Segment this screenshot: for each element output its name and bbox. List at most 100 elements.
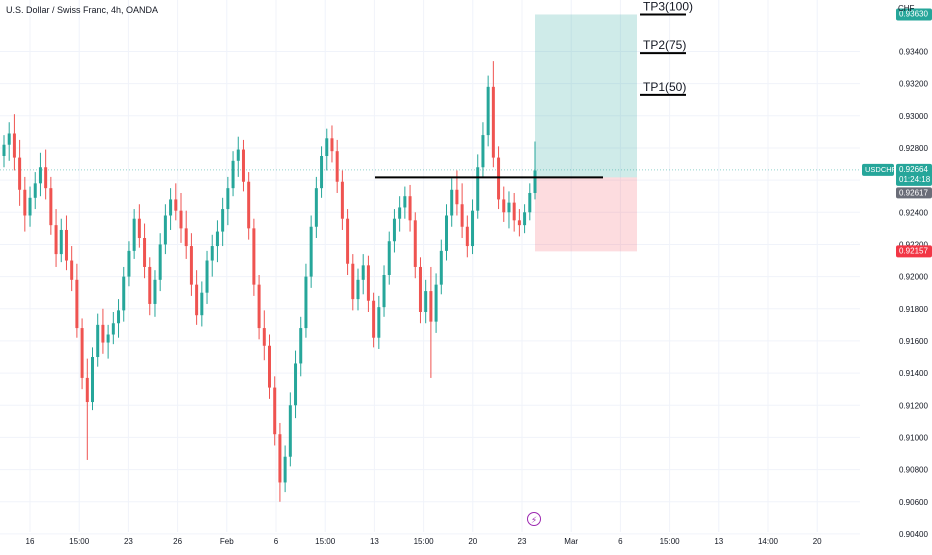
candle-body xyxy=(288,405,292,457)
candle-body xyxy=(392,218,396,242)
entry-price-tag-bg xyxy=(896,187,932,199)
grid-lines xyxy=(0,0,860,535)
time-tick-label: 6 xyxy=(618,537,623,546)
price-tick-label: 0.91200 xyxy=(899,401,928,410)
candle-body xyxy=(299,328,303,364)
candle-body xyxy=(7,133,11,145)
candle-body xyxy=(75,279,79,329)
time-tick-label: 20 xyxy=(468,537,477,546)
candle-body xyxy=(304,276,308,329)
stop-zone xyxy=(535,177,637,252)
candle-body xyxy=(491,86,495,158)
time-tick-label: 13 xyxy=(370,537,379,546)
currency-label: CHF xyxy=(898,4,915,13)
time-axis[interactable]: 16 15:00 23 26 Feb 6 15:00 13 15:00 20 23 Mar 6 15:00… xyxy=(26,537,823,546)
candle-body xyxy=(132,218,136,251)
tp-price-tag-bg xyxy=(896,8,932,21)
candle-body xyxy=(273,387,277,435)
candle-body xyxy=(424,291,428,312)
tp-annotations[interactable]: TP3(100) TP2(75) TP1(50) xyxy=(640,0,693,96)
candle-body xyxy=(101,324,105,343)
price-tick-label: 0.93200 xyxy=(899,80,928,89)
stop-price-tag-bg xyxy=(896,245,932,258)
candle-body xyxy=(85,377,89,403)
candle-body xyxy=(38,167,42,184)
time-tick-label: 6 xyxy=(274,537,279,546)
candle-body xyxy=(169,199,173,216)
candle-body xyxy=(252,228,256,285)
candle-body xyxy=(18,157,22,190)
lightning-icon[interactable]: ⚡ xyxy=(527,512,541,526)
candle-body xyxy=(528,192,532,213)
time-tick-label: 15:00 xyxy=(315,537,336,546)
candle-body xyxy=(257,284,261,329)
price-tick-label: 0.90600 xyxy=(899,498,928,507)
symbol-tag: USDCHF xyxy=(865,165,897,174)
candle-body xyxy=(377,307,381,338)
price-tick-label: 0.92800 xyxy=(899,144,928,153)
candle-body xyxy=(54,225,58,255)
time-tick-label: 15:00 xyxy=(69,537,90,546)
candle-body xyxy=(137,218,141,239)
entry-price-tag: 0.92617 xyxy=(899,188,928,197)
candle-body xyxy=(106,334,110,343)
candle-body xyxy=(200,292,204,316)
price-tick-label: 0.90800 xyxy=(899,466,928,475)
price-axis[interactable]: 0.934000.932000.930000.928000.926000.924… xyxy=(899,47,928,538)
candles xyxy=(2,61,537,502)
candle-body xyxy=(356,279,360,300)
candle-body xyxy=(502,199,506,213)
time-tick-label: 16 xyxy=(26,537,35,546)
candle-body xyxy=(325,138,329,156)
candle-body xyxy=(455,189,459,205)
countdown-tag: 01:24:18 xyxy=(899,175,931,184)
candle-body xyxy=(122,276,126,311)
candle-body xyxy=(111,323,115,335)
candle-body xyxy=(174,199,178,211)
candle-body xyxy=(23,189,27,216)
candle-body xyxy=(403,196,407,208)
candle-body xyxy=(294,363,298,406)
candle-body xyxy=(179,210,183,229)
candle-body xyxy=(481,135,485,168)
price-tick-label: 0.92400 xyxy=(899,208,928,217)
candle-body xyxy=(309,226,313,277)
time-tick-label: 23 xyxy=(124,537,133,546)
candle-body xyxy=(247,181,251,229)
candle-body xyxy=(226,188,230,210)
target-zone xyxy=(535,14,637,178)
price-tick-label: 0.93400 xyxy=(899,47,928,56)
chart-title: U.S. Dollar / Swiss Franc, 4h, OANDA xyxy=(6,5,159,15)
candle-body xyxy=(351,263,355,300)
candle-body xyxy=(117,310,121,324)
time-tick-label: 15:00 xyxy=(660,537,681,546)
candle-body xyxy=(268,345,271,388)
candle-body xyxy=(460,204,464,227)
tp-label: TP3(100) xyxy=(643,0,693,13)
candle-body xyxy=(382,275,386,308)
time-tick-label: 23 xyxy=(518,537,527,546)
stop-price-tag: 0.92157 xyxy=(899,246,928,255)
candle-body xyxy=(127,250,131,277)
candle-body xyxy=(241,149,245,182)
candle-body xyxy=(320,155,324,189)
candle-body xyxy=(434,284,438,322)
candle-body xyxy=(189,246,193,285)
candle-body xyxy=(517,220,521,226)
candle-body xyxy=(512,202,516,221)
candle-body xyxy=(163,215,167,245)
time-tick-label: 13 xyxy=(714,537,723,546)
candle-body xyxy=(143,238,147,267)
candle-body xyxy=(418,266,422,312)
candle-body xyxy=(49,188,53,226)
candle-body xyxy=(148,266,152,304)
candle-body xyxy=(184,228,188,247)
candle-body xyxy=(33,183,37,198)
candle-body xyxy=(476,167,480,211)
candle-body xyxy=(70,260,74,280)
candle-body xyxy=(497,157,501,200)
candle-body xyxy=(195,284,199,316)
candle-body xyxy=(465,226,469,247)
